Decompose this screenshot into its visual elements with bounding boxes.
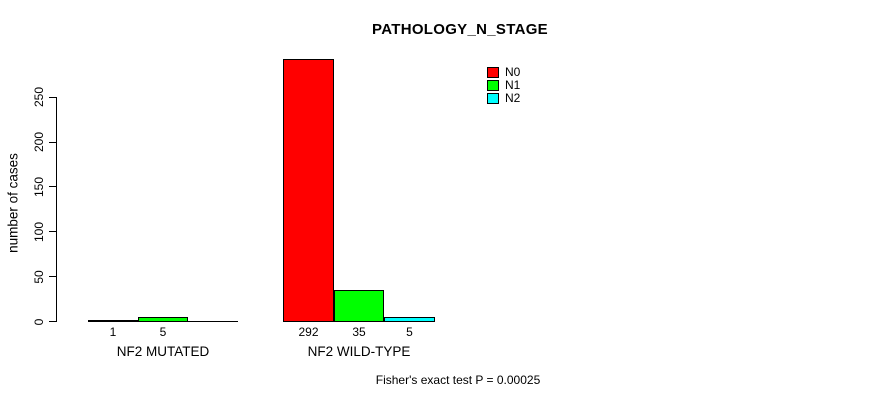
group-label: NF2 WILD-TYPE <box>307 344 411 359</box>
bar-N0 <box>88 320 138 322</box>
y-tick <box>49 321 56 322</box>
legend-item: N2 <box>487 92 520 105</box>
bar-value-label: 5 <box>159 325 167 339</box>
y-tick-label: 0 <box>32 318 46 325</box>
bar-N0 <box>283 59 334 322</box>
y-axis-label: number of cases <box>5 153 21 253</box>
y-tick-label: 100 <box>32 221 46 242</box>
y-tick <box>49 276 56 278</box>
legend-label: N0 <box>505 65 521 79</box>
y-tick-label: 150 <box>32 176 46 197</box>
bar-N1 <box>138 317 188 322</box>
legend-swatch <box>487 93 499 104</box>
group-label: NF2 MUTATED <box>116 344 210 359</box>
chart-title: PATHOLOGY_N_STAGE <box>372 21 548 38</box>
y-tick-label: 250 <box>32 87 46 108</box>
y-tick <box>49 96 56 98</box>
y-axis-line <box>56 97 57 322</box>
legend-label: N1 <box>505 78 521 92</box>
legend-swatch <box>487 67 499 78</box>
legend-swatch <box>487 80 499 91</box>
bar-value-label: 292 <box>298 325 319 339</box>
bar-value-label: 35 <box>352 325 366 339</box>
y-tick <box>49 231 56 233</box>
bar-N1 <box>334 290 384 322</box>
y-tick-label: 50 <box>32 269 46 284</box>
legend-label: N2 <box>505 91 521 105</box>
y-tick-label: 200 <box>32 132 46 153</box>
bar-value-label: 5 <box>406 325 413 339</box>
bar-value-label: 1 <box>109 325 117 339</box>
footnote-fisher-test: Fisher's exact test P = 0.00025 <box>375 373 541 387</box>
legend-item: N0 <box>487 66 520 79</box>
legend-item: N1 <box>487 79 520 92</box>
bar-N2 <box>384 317 435 322</box>
y-tick <box>49 186 56 188</box>
y-tick <box>49 141 56 143</box>
legend: N0 N1 N2 <box>487 66 520 105</box>
